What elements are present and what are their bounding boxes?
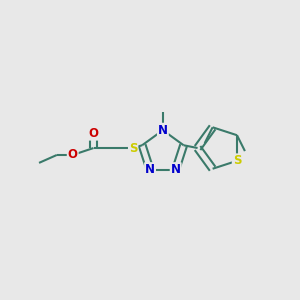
Text: N: N xyxy=(171,163,181,176)
Text: O: O xyxy=(68,148,78,161)
Text: N: N xyxy=(158,124,168,137)
Text: O: O xyxy=(88,127,98,140)
Text: N: N xyxy=(145,163,155,176)
Text: S: S xyxy=(233,154,241,167)
Text: S: S xyxy=(129,142,137,154)
